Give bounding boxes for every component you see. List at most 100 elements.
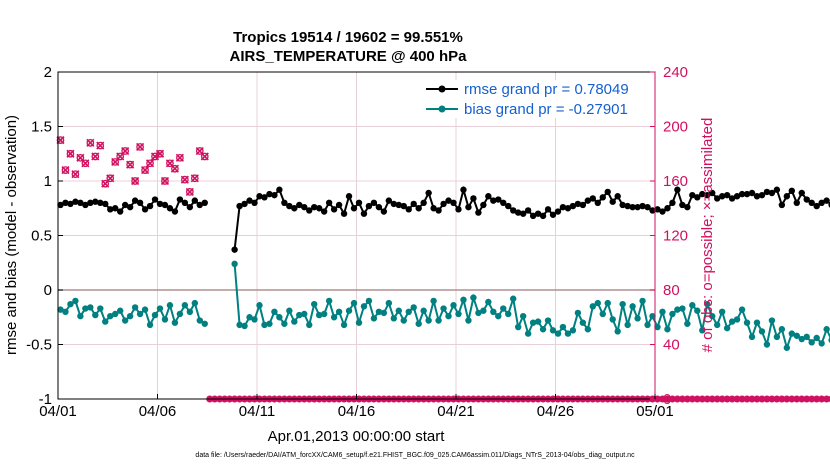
rmse-point (67, 200, 74, 208)
bias-point (584, 326, 592, 333)
y-right-tick-label: 0 (663, 391, 671, 408)
x-tick-label: 04/21 (437, 403, 475, 420)
rmse-point (803, 196, 810, 203)
obs-possible-marker (136, 143, 144, 151)
rmse-point (420, 199, 427, 206)
y-right-tick-label: 200 (663, 119, 688, 136)
bias-point (151, 311, 159, 319)
rmse-point (485, 193, 492, 200)
obs-zero-marker (798, 395, 806, 403)
rmse-point (286, 202, 293, 210)
rmse-point (460, 186, 467, 193)
obs-zero-marker (658, 395, 666, 403)
bias-point (107, 312, 114, 320)
bias-point (87, 304, 94, 311)
rmse-point (77, 199, 84, 206)
bias-point (131, 304, 139, 311)
rmse-point (534, 210, 542, 217)
obs-possible-marker (71, 170, 80, 179)
rmse-point (614, 193, 621, 200)
obs-assimilated-stroke (180, 175, 189, 184)
rmse-point (659, 208, 666, 215)
rmse-point (201, 199, 208, 206)
rmse-point (564, 205, 572, 212)
rmse-point (728, 195, 736, 202)
bias-point (470, 294, 477, 301)
x-tick-label: 04/11 (239, 403, 275, 420)
bias-point (330, 314, 338, 321)
bias-point (758, 328, 766, 335)
rmse-point (121, 201, 129, 209)
rmse-point (773, 186, 781, 193)
obs-zero-marker (813, 395, 821, 403)
bias-point (798, 335, 805, 343)
rmse-point (778, 201, 786, 209)
rmse-point (639, 202, 646, 210)
bias-point (743, 319, 751, 326)
obs-assimilated-stroke (165, 159, 175, 168)
obs-assimilated-marker (150, 152, 160, 161)
rmse-point (405, 206, 412, 213)
bias-point (818, 340, 825, 347)
bias-point (196, 317, 203, 324)
rmse-point (738, 190, 746, 198)
obs-assimilated-marker (81, 159, 90, 168)
bias-point (281, 320, 288, 327)
rmse-point (306, 207, 313, 214)
rmse-point (455, 206, 462, 213)
bias-point (116, 307, 124, 314)
bias-point (704, 300, 711, 308)
bias-point (490, 308, 497, 315)
rmse-point (798, 189, 805, 197)
bias-point (276, 314, 283, 321)
x-tick-label: 04/16 (338, 403, 376, 420)
rmse-point (246, 197, 253, 204)
rmse-point (544, 206, 552, 213)
rmse-point (490, 197, 497, 204)
rmse-point (674, 186, 681, 193)
y-tick-label: -0.5 (26, 337, 52, 354)
obs-possible-marker (126, 160, 134, 169)
bias-point (788, 330, 796, 337)
obs-possible-marker (181, 175, 189, 184)
rmse-point (808, 199, 815, 206)
rmse-point (604, 188, 611, 196)
obs-assimilated-stroke (96, 141, 105, 150)
rmse-point (97, 199, 104, 206)
rmse-point (271, 191, 278, 199)
obs-assimilated-marker (61, 166, 70, 175)
rmse-point (669, 199, 676, 206)
bias-point (166, 302, 174, 309)
obs-possible-marker (61, 166, 70, 174)
obs-assimilated-stroke (170, 164, 179, 173)
obs-zero-marker (663, 395, 671, 403)
bias-point (271, 308, 278, 315)
bias-point (425, 317, 432, 324)
bias-point (415, 320, 422, 327)
rmse-point (763, 188, 771, 196)
legend-box (426, 80, 648, 118)
obs-possible-marker (121, 147, 130, 155)
y-tick-label: 0.5 (31, 228, 52, 245)
rmse-point (440, 200, 447, 208)
rmse-point (102, 200, 109, 208)
bias-point (644, 321, 651, 329)
rmse-point (599, 194, 606, 201)
obs-assimilated-marker (106, 174, 115, 183)
obs-assimilated-marker (140, 166, 150, 175)
bias-point (345, 307, 353, 314)
rmse-point (156, 200, 164, 208)
bias-point (311, 300, 318, 308)
obs-possible-marker (86, 139, 95, 147)
bias-point (813, 334, 820, 342)
rmse-point (196, 201, 203, 209)
chart-title-line-2: AIRS_TEMPERATURE @ 400 hPa (230, 48, 468, 65)
rmse-series (57, 185, 830, 253)
rmse-point (345, 193, 353, 200)
obs-assimilated-stroke (150, 152, 160, 161)
bias-point (306, 321, 313, 329)
rmse-point (480, 201, 487, 209)
rmse-point (107, 206, 114, 213)
rmse-point (62, 199, 69, 206)
rmse-point (594, 199, 601, 206)
